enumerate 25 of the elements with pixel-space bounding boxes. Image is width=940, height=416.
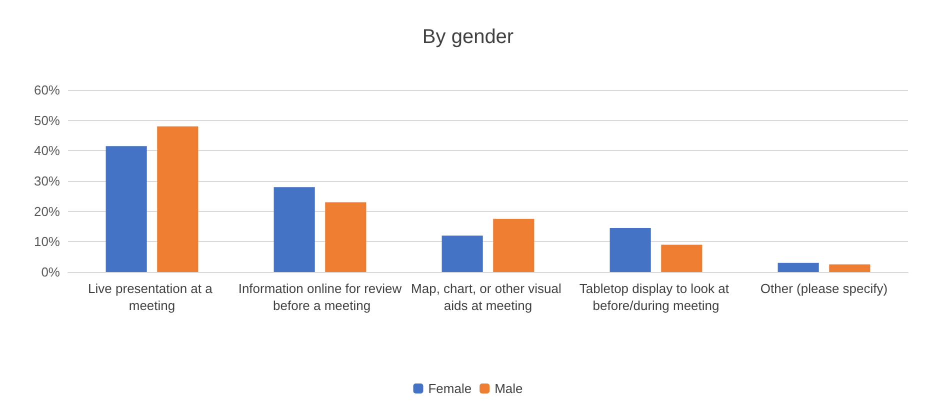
bar — [157, 126, 198, 272]
legend-label: Female — [428, 381, 472, 396]
bar — [493, 218, 534, 272]
y-tick-label: 60% — [34, 82, 60, 98]
bar — [610, 228, 651, 272]
x-tick-label: Other (please specify) — [760, 281, 888, 296]
x-tick-label: Tabletop display to look at before/during meeting — [579, 281, 733, 313]
bar — [778, 262, 819, 272]
y-tick-label: 40% — [34, 143, 60, 158]
bar — [829, 264, 870, 272]
bar — [106, 146, 147, 272]
x-tick-label: Map, chart, or other visual aids at meeting — [411, 281, 565, 313]
y-tick-label: 20% — [34, 204, 60, 219]
bar — [442, 236, 483, 272]
bar — [274, 187, 315, 272]
x-tick-label: Information online for review before a meeting — [238, 281, 402, 313]
y-tick-label: 30% — [34, 174, 60, 188]
y-tick-label: 0% — [41, 264, 60, 280]
chart-title: By gender — [422, 26, 514, 48]
legend-label: Male — [494, 381, 523, 396]
y-tick-label: 50% — [34, 112, 60, 128]
y-tick-label: 10% — [34, 234, 60, 250]
x-tick-label: Live presentation at a meeting — [88, 281, 216, 313]
bar — [325, 202, 366, 272]
bar — [661, 244, 702, 272]
